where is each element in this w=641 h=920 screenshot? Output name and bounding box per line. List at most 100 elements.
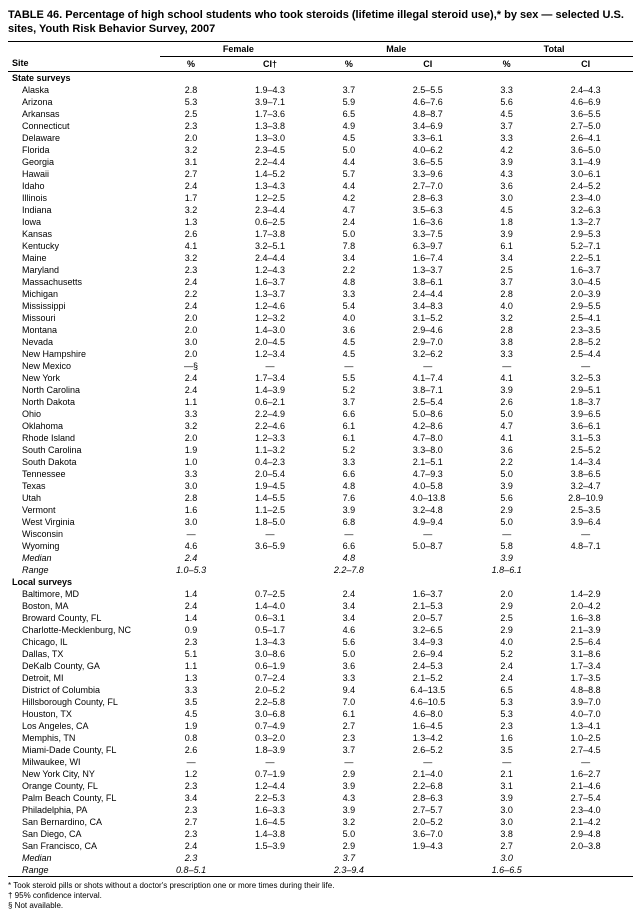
m-ci: 2.8–6.3 [380,192,475,204]
t-ci: 2.1–4.2 [538,816,633,828]
site-cell: Boston, MA [8,600,160,612]
f-pct: 2.3 [160,828,223,840]
t-pct: 5.0 [475,468,538,480]
m-ci: 2.7–5.7 [380,804,475,816]
header-blank [8,41,160,56]
f-pct: 2.4 [160,840,223,852]
table-row: Idaho2.41.3–4.34.42.7–7.03.62.4–5.2 [8,180,633,192]
f-pct: 3.3 [160,408,223,420]
f-pct: 2.4 [160,372,223,384]
f-pct: 2.6 [160,744,223,756]
m-pct: 3.3 [317,672,380,684]
f-ci: 1.8–3.9 [223,744,318,756]
site-cell: North Dakota [8,396,160,408]
f-ci: 0.5–1.7 [223,624,318,636]
table-row: Ohio3.32.2–4.96.65.0–8.65.03.9–6.5 [8,408,633,420]
t-pct: 4.3 [475,168,538,180]
f-pct: 4.6 [160,540,223,552]
m-pct: 5.2 [317,444,380,456]
m-ci: 3.3–9.6 [380,168,475,180]
summary-row: Range1.0–5.32.2–7.81.8–6.1 [8,564,633,576]
site-cell: New York [8,372,160,384]
t-ci: 2.5–6.4 [538,636,633,648]
m-pct: 5.0 [317,144,380,156]
m-pct: 3.7 [317,744,380,756]
m-pct: 2.4 [317,216,380,228]
site-cell: District of Columbia [8,684,160,696]
t-pct: 4.2 [475,144,538,156]
f-pct: 2.3 [160,804,223,816]
m-ci: 3.4–8.3 [380,300,475,312]
m-pct: 2.2 [317,264,380,276]
site-cell: Chicago, IL [8,636,160,648]
m-pct: 6.1 [317,420,380,432]
summary-label: Range [8,564,160,576]
f-pct: 5.3 [160,96,223,108]
m-pct: 3.7 [317,852,380,864]
t-pct: 2.3 [475,720,538,732]
col-pct-m: % [317,56,380,71]
col-ci-f: CI† [223,56,318,71]
col-pct-f: % [160,56,223,71]
site-cell: Massachusetts [8,276,160,288]
f-ci: 1.2–3.4 [223,348,318,360]
m-pct: 7.6 [317,492,380,504]
t-ci: 2.9–4.8 [538,828,633,840]
t-ci: 3.2–6.3 [538,204,633,216]
table-row: Montana2.01.4–3.03.62.9–4.62.82.3–3.5 [8,324,633,336]
t-ci: 2.1–4.6 [538,780,633,792]
site-cell: Alaska [8,84,160,96]
f-ci: 1.1–3.2 [223,444,318,456]
summary-row: Range0.8–5.12.3–9.41.6–6.5 [8,864,633,877]
t-ci: 1.4–2.9 [538,588,633,600]
table-row: Missouri2.01.2–3.24.03.1–5.23.22.5–4.1 [8,312,633,324]
table-row: San Bernardino, CA2.71.6–4.53.22.0–5.23.… [8,816,633,828]
t-pct: 2.7 [475,840,538,852]
f-ci: 2.4–4.4 [223,252,318,264]
table-row: Kansas2.61.7–3.85.03.3–7.53.92.9–5.3 [8,228,633,240]
f-pct: —§ [160,360,223,372]
m-ci: 2.6–9.4 [380,648,475,660]
f-ci: 1.2–2.5 [223,192,318,204]
group-male: Male [317,41,475,56]
table-row: Los Angeles, CA1.90.7–4.92.71.6–4.52.31.… [8,720,633,732]
f-pct: 3.1 [160,156,223,168]
f-pct: 1.4 [160,612,223,624]
m-ci: 5.0–8.7 [380,540,475,552]
t-pct: 2.0 [475,588,538,600]
f-ci: 1.7–3.8 [223,228,318,240]
t-ci: 4.0–7.0 [538,708,633,720]
t-ci: 1.8–3.7 [538,396,633,408]
m-pct: 5.4 [317,300,380,312]
col-pct-t: % [475,56,538,71]
m-ci: 1.9–4.3 [380,840,475,852]
f-pct: 1.1 [160,396,223,408]
t-ci: 2.3–3.5 [538,324,633,336]
t-ci: 1.3–2.7 [538,216,633,228]
t-ci: 3.8–6.5 [538,468,633,480]
f-ci: 1.4–5.5 [223,492,318,504]
t-pct: 5.3 [475,696,538,708]
m-pct: 3.9 [317,780,380,792]
m-ci: 2.0–5.2 [380,816,475,828]
site-cell: Kansas [8,228,160,240]
m-ci: 4.0–6.2 [380,144,475,156]
m-ci: 1.6–3.6 [380,216,475,228]
table-row: Philadelphia, PA2.31.6–3.33.92.7–5.73.02… [8,804,633,816]
summary-label: Range [8,864,160,877]
m-ci: 2.1–5.3 [380,600,475,612]
site-cell: San Francisco, CA [8,840,160,852]
f-ci: 3.0–6.8 [223,708,318,720]
t-pct: 4.7 [475,420,538,432]
site-cell: North Carolina [8,384,160,396]
f-pct: 3.0 [160,516,223,528]
site-cell: Indiana [8,204,160,216]
f-ci: 2.2–4.9 [223,408,318,420]
t-ci: 3.6–5.0 [538,144,633,156]
f-ci: 0.6–1.9 [223,660,318,672]
f-ci: 1.4–3.8 [223,828,318,840]
m-ci: 4.2–8.6 [380,420,475,432]
site-cell: South Carolina [8,444,160,456]
m-ci: 3.5–6.3 [380,204,475,216]
site-cell: Hawaii [8,168,160,180]
